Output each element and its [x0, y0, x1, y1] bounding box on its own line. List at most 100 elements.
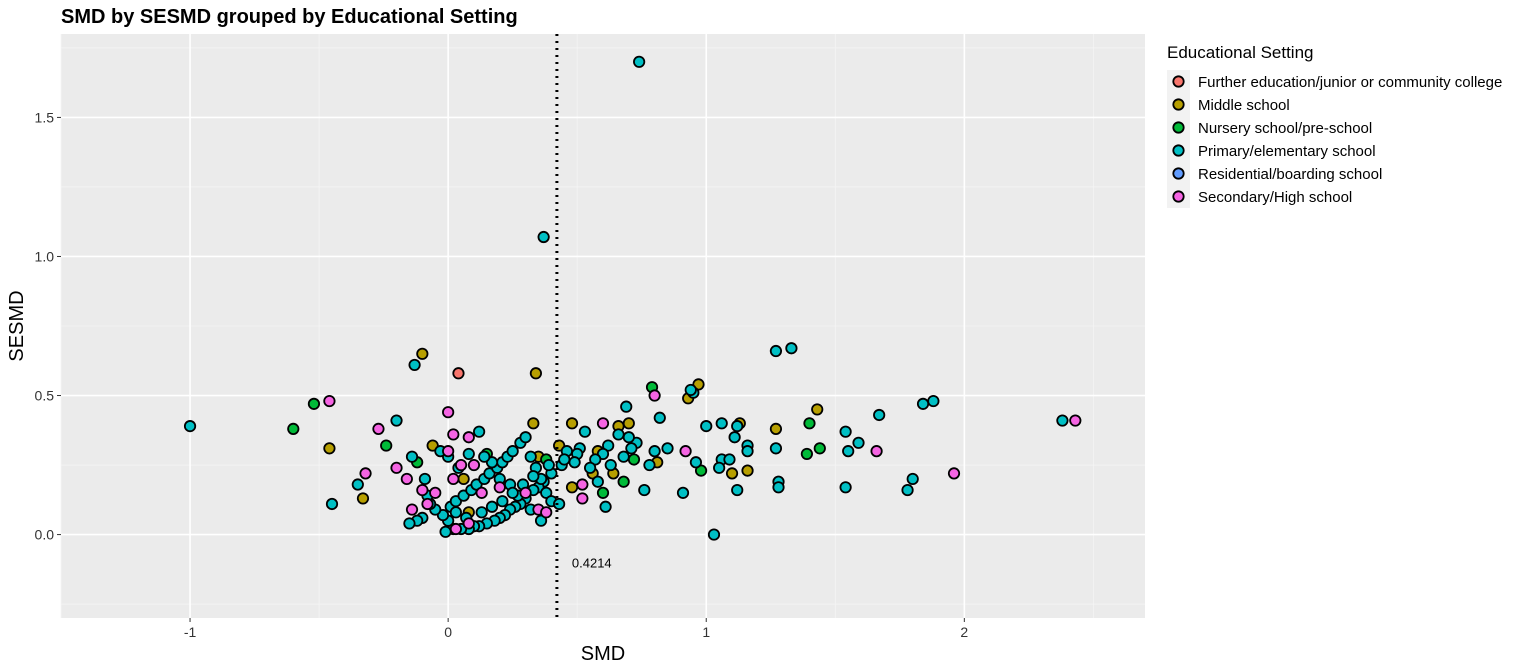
data-point	[527, 470, 540, 483]
y-axis-title: SESMD	[6, 290, 28, 361]
data-point	[449, 506, 462, 519]
legend-label: Residential/boarding school	[1198, 166, 1382, 183]
x-tick-label: 1	[702, 624, 710, 640]
data-point	[568, 456, 581, 469]
data-points	[183, 55, 1082, 541]
data-point	[769, 344, 783, 358]
data-point	[599, 500, 612, 513]
data-point	[405, 450, 419, 463]
data-point	[519, 431, 532, 444]
data-point	[725, 467, 739, 480]
data-point	[527, 417, 540, 430]
data-point	[475, 486, 488, 499]
data-point	[558, 453, 571, 466]
data-point	[947, 467, 961, 480]
data-point	[452, 367, 465, 380]
data-point	[485, 500, 499, 513]
data-point	[462, 431, 475, 444]
data-point	[583, 461, 597, 474]
data-point	[400, 472, 413, 486]
data-point	[811, 403, 824, 416]
data-point	[715, 417, 728, 430]
data-point	[622, 417, 635, 430]
data-point	[325, 497, 339, 511]
y-tick-label: 1.0	[35, 248, 55, 264]
data-point	[803, 417, 816, 430]
data-point	[906, 472, 919, 486]
data-point	[576, 478, 589, 491]
data-point	[852, 436, 865, 449]
data-point	[416, 347, 429, 360]
legend: Further education/junior or community co…	[1167, 70, 1502, 208]
data-point	[617, 475, 630, 488]
legend-marker	[1172, 190, 1185, 203]
data-point	[741, 445, 754, 458]
data-point	[772, 481, 785, 494]
data-point	[380, 439, 393, 452]
legend-label: Primary/elementary school	[1198, 143, 1376, 160]
data-point	[467, 458, 481, 472]
data-point	[653, 411, 666, 424]
data-point	[356, 492, 370, 505]
x-axis-title: SMD	[581, 643, 625, 665]
data-point	[578, 425, 592, 438]
data-point	[596, 486, 610, 499]
y-tick-label: 0.0	[35, 527, 55, 543]
legend-label: Secondary/High school	[1198, 189, 1352, 206]
data-point	[478, 450, 491, 463]
data-point	[622, 431, 635, 444]
data-point	[287, 422, 300, 435]
data-point	[307, 397, 321, 410]
data-point	[769, 442, 783, 455]
data-point	[731, 420, 744, 433]
data-point	[429, 486, 442, 499]
data-point	[403, 517, 416, 530]
data-point	[565, 481, 579, 494]
data-point	[643, 458, 656, 472]
data-point	[540, 506, 553, 519]
data-point	[1056, 414, 1069, 427]
reference-line-label: 0.4214	[572, 555, 612, 570]
legend-marker	[1172, 144, 1185, 157]
data-point	[519, 486, 532, 499]
data-point	[442, 445, 455, 458]
data-point	[633, 55, 646, 68]
data-point	[462, 447, 475, 461]
data-point	[707, 528, 721, 541]
data-point	[604, 458, 617, 472]
legend-marker	[1172, 75, 1185, 88]
data-point	[390, 461, 403, 474]
data-point	[457, 472, 470, 486]
data-point	[800, 447, 813, 461]
data-point	[648, 389, 661, 402]
data-point	[741, 464, 754, 477]
data-point	[405, 503, 419, 516]
x-tick-label: 0	[444, 624, 452, 640]
data-point	[842, 445, 855, 458]
data-point	[731, 483, 744, 497]
data-point	[785, 342, 798, 355]
data-point	[496, 495, 509, 508]
data-point	[542, 458, 555, 472]
data-point	[475, 506, 488, 519]
data-point	[506, 486, 519, 499]
data-point	[421, 497, 434, 511]
data-point	[372, 422, 385, 435]
data-point	[529, 367, 542, 380]
data-point	[813, 442, 826, 455]
legend-label: Nursery school/pre-school	[1198, 120, 1372, 137]
data-point	[449, 522, 462, 536]
data-point	[591, 475, 604, 488]
data-point	[537, 230, 550, 244]
data-point	[447, 472, 460, 486]
data-point	[506, 445, 519, 458]
data-point	[447, 428, 460, 441]
data-point	[408, 358, 421, 372]
data-point	[679, 445, 692, 458]
y-axis-ticks: 0.0 0.5 1.0 1.5	[35, 109, 61, 543]
data-point	[625, 442, 638, 455]
data-point	[439, 525, 452, 538]
data-point	[418, 472, 432, 486]
y-tick-label: 1.5	[35, 109, 55, 125]
data-point	[473, 425, 486, 438]
